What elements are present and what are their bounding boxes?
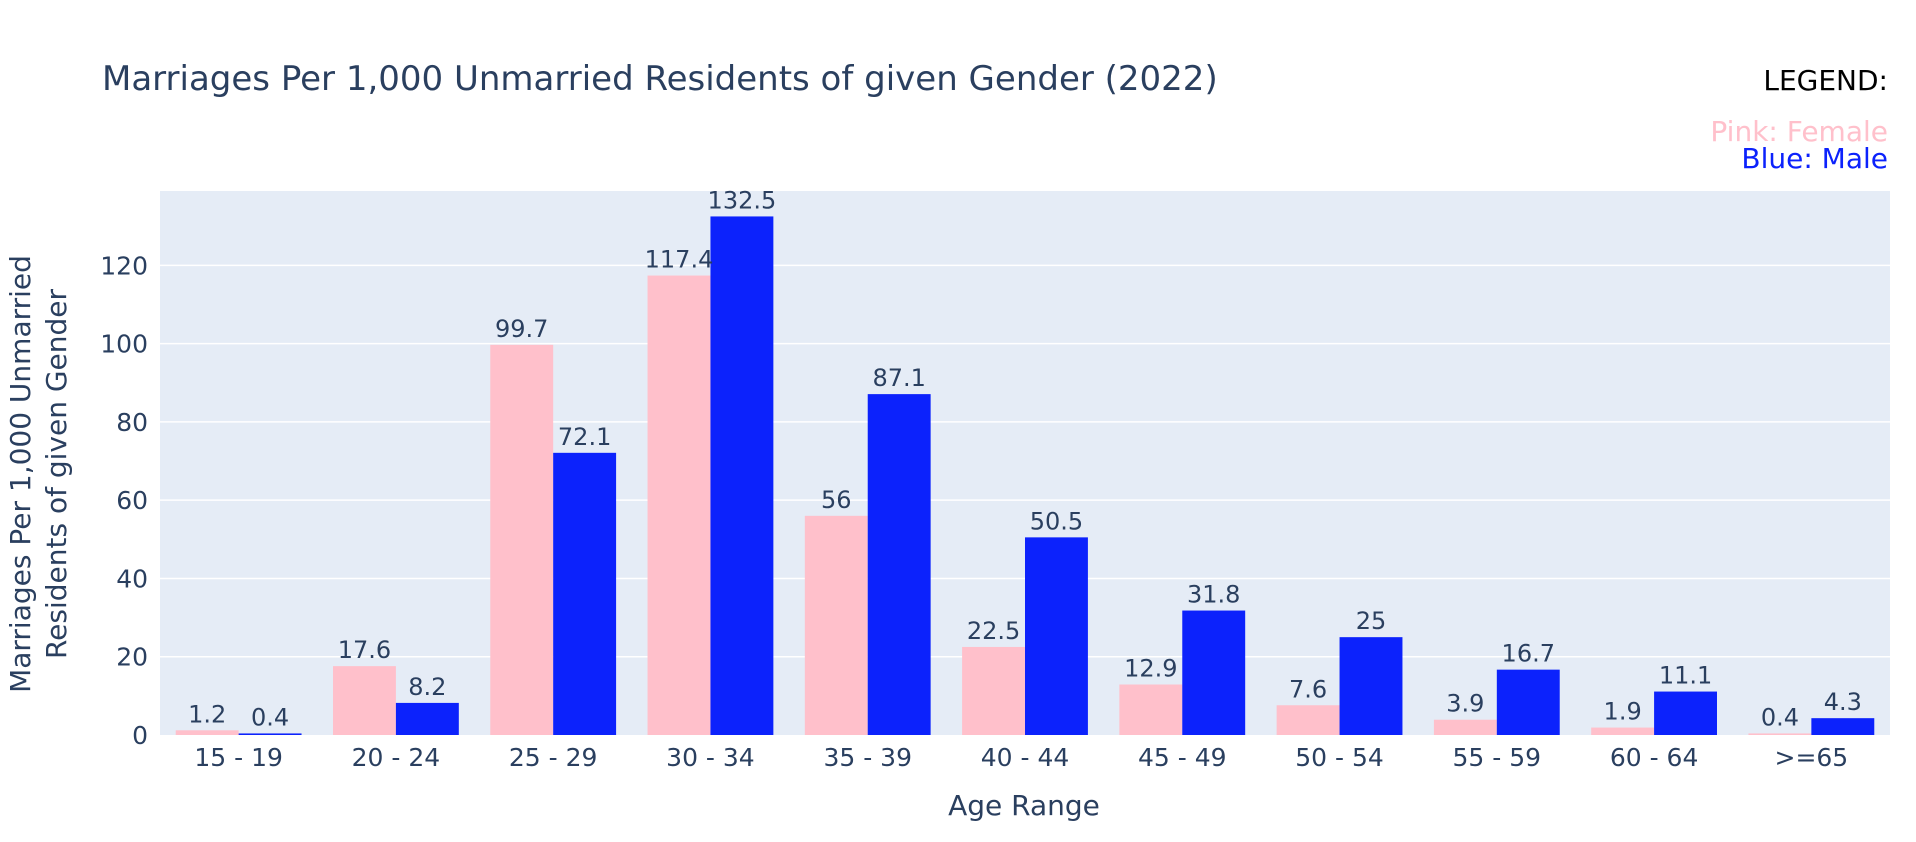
- x-axis-title: Age Range: [948, 789, 1100, 822]
- bar-female: [804, 515, 868, 735]
- bar-male: [1811, 718, 1875, 735]
- y-axis-title: Marriages Per 1,000 Unmarried Residents …: [4, 255, 73, 693]
- bar-value-label: 99.7: [495, 315, 548, 343]
- bar-value-label: 17.6: [338, 636, 391, 664]
- bar-value-label: 3.9: [1446, 690, 1484, 718]
- x-tick-label: 25 - 29: [509, 743, 598, 772]
- x-tick-label: 35 - 39: [823, 743, 912, 772]
- y-tick-label: 40: [116, 564, 148, 593]
- bar-male: [1339, 637, 1403, 735]
- bar-female: [1591, 727, 1655, 735]
- bars: [175, 216, 1875, 735]
- bar-female: [1276, 705, 1340, 735]
- bar-value-label: 7.6: [1289, 675, 1327, 703]
- bar-value-label: 0.4: [1761, 703, 1799, 731]
- bar-value-label: 1.9: [1604, 698, 1642, 726]
- bar-male: [395, 702, 459, 735]
- y-tick-label: 120: [100, 251, 148, 280]
- bar-value-label: 0.4: [251, 703, 289, 731]
- x-tick-label: 30 - 34: [666, 743, 755, 772]
- x-tick-label: 15 - 19: [194, 743, 283, 772]
- bar-male: [1496, 669, 1560, 735]
- bar-female: [1748, 733, 1812, 735]
- bar-value-label: 50.5: [1030, 507, 1083, 535]
- bar-value-label: 4.3: [1824, 688, 1862, 716]
- x-tick-label: >=65: [1775, 743, 1849, 772]
- bar-female: [490, 344, 554, 735]
- bar-male: [1025, 537, 1088, 735]
- y-tick-label: 0: [132, 721, 148, 750]
- bar-value-label: 87.1: [872, 364, 925, 392]
- x-axis-ticks: 15 - 19 20 - 24 25 - 29 30 - 34 35 - 39 40 - …: [194, 743, 1848, 772]
- bar-value-label: 72.1: [558, 423, 611, 451]
- bar-male: [710, 216, 774, 735]
- y-tick-label: 60: [116, 486, 148, 515]
- bar-female: [1119, 684, 1183, 735]
- x-tick-label: 45 - 49: [1138, 743, 1227, 772]
- bar-value-label: 22.5: [967, 617, 1020, 645]
- bar-male: [238, 733, 302, 735]
- bar-value-label: 132.5: [708, 186, 777, 214]
- x-tick-label: 20 - 24: [352, 743, 441, 772]
- bar-value-labels: 1.2 0.4 17.6 8.2 99.7 72.1 117.4 132.5 56 87.1 22.…: [188, 186, 1862, 731]
- bar-value-label: 12.9: [1124, 655, 1177, 683]
- bar-value-label: 8.2: [408, 673, 446, 701]
- legend-entry-female: Pink: Female: [1710, 115, 1888, 148]
- x-tick-label: 40 - 44: [981, 743, 1070, 772]
- x-tick-label: 50 - 54: [1295, 743, 1384, 772]
- bar-female: [333, 666, 396, 735]
- y-tick-label: 20: [116, 643, 148, 672]
- x-tick-label: 55 - 59: [1453, 743, 1542, 772]
- bar-male: [1654, 691, 1717, 735]
- y-tick-label: 80: [116, 408, 148, 437]
- bar-value-label: 11.1: [1659, 662, 1712, 690]
- bar-male: [553, 452, 617, 735]
- bar-female: [962, 646, 1025, 735]
- x-tick-label: 60 - 64: [1610, 743, 1699, 772]
- y-axis-title-line-2: Residents of given Gender: [40, 288, 73, 659]
- bar-female: [1433, 719, 1497, 735]
- bar-value-label: 31.8: [1187, 581, 1240, 609]
- bar-male: [867, 394, 931, 735]
- bar-female: [647, 275, 711, 735]
- y-axis-ticks: 0 20 40 60 80 100 120: [100, 251, 148, 750]
- bar-value-label: 25: [1356, 607, 1387, 635]
- bar-female: [175, 730, 239, 735]
- bar-value-label: 56: [821, 486, 852, 514]
- legend-heading: LEGEND:: [1763, 64, 1888, 97]
- chart-title: Marriages Per 1,000 Unmarried Residents …: [102, 59, 1218, 99]
- legend-entry-male: Blue: Male: [1741, 142, 1888, 175]
- bar-male: [1182, 610, 1246, 735]
- bar-value-label: 16.7: [1502, 640, 1555, 668]
- bar-value-label: 117.4: [645, 246, 714, 274]
- y-axis-title-line-1: Marriages Per 1,000 Unmarried: [4, 255, 37, 693]
- y-tick-label: 100: [100, 330, 148, 359]
- bar-value-label: 1.2: [188, 700, 226, 728]
